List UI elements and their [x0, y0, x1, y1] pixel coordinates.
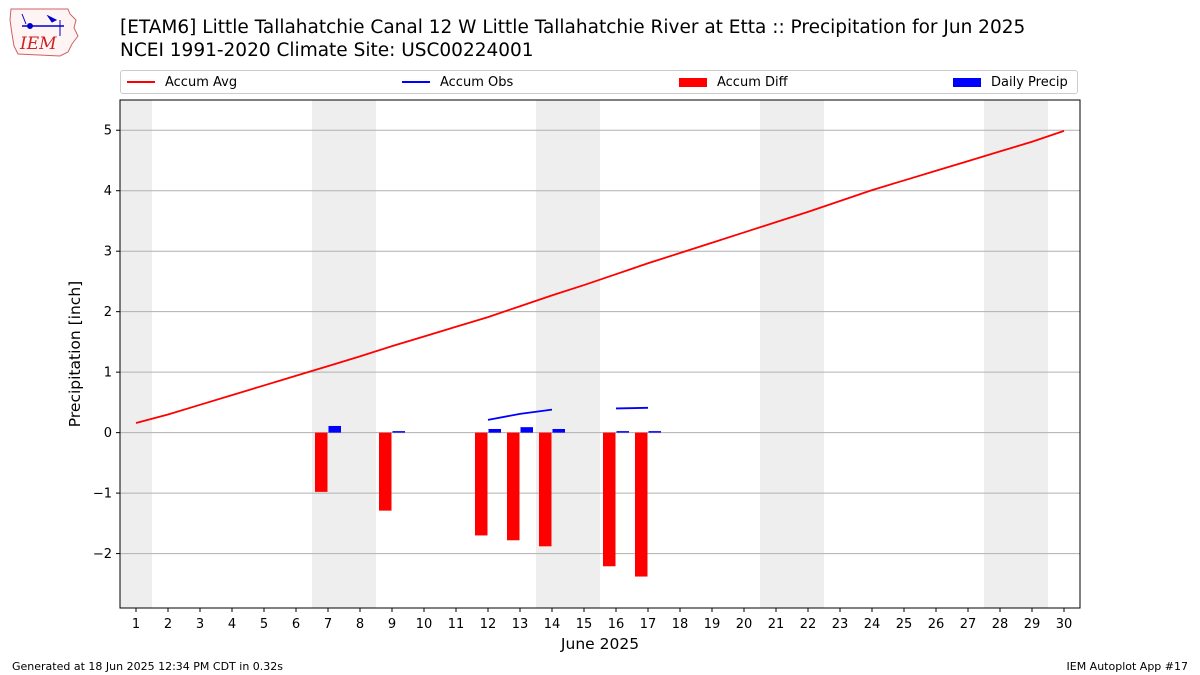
x-tick-label: 16: [608, 617, 625, 632]
legend-swatch: [402, 81, 430, 83]
accum-diff-bar: [635, 432, 648, 577]
x-tick-label: 30: [1056, 617, 1073, 632]
legend-swatch: [127, 81, 155, 83]
x-tick-label: 29: [1024, 617, 1041, 632]
legend-item-accum-diff: Accum Diff: [679, 71, 788, 93]
daily-precip-bar: [616, 431, 629, 433]
legend-label: Accum Obs: [440, 74, 514, 90]
generated-timestamp: Generated at 18 Jun 2025 12:34 PM CDT in…: [12, 660, 284, 673]
x-tick-label: 8: [356, 617, 364, 632]
daily-precip-bar: [488, 428, 501, 433]
app-credit: IEM Autoplot App #17: [1066, 660, 1189, 673]
x-tick-label: 1: [132, 617, 140, 632]
legend-item-accum-obs: Accum Obs: [402, 71, 513, 93]
x-tick-label: 27: [960, 617, 977, 632]
x-tick-label: 6: [292, 617, 300, 632]
y-tick-label: 1: [104, 366, 112, 381]
weather-station-icon: [21, 13, 64, 36]
x-tick-label: 25: [896, 617, 913, 632]
x-tick-label: 3: [196, 617, 204, 632]
x-tick-label: 17: [640, 617, 657, 632]
x-tick-label: 9: [388, 617, 396, 632]
x-axis-label: June 2025: [560, 635, 639, 653]
accum-obs-line: [615, 406, 649, 410]
legend-label: Daily Precip: [991, 74, 1068, 90]
daily-precip-bar: [328, 425, 341, 433]
weekend-shade: [120, 100, 152, 608]
legend: Accum Avg Accum Obs Accum Diff Daily Pre…: [120, 70, 1078, 94]
legend-label: Accum Avg: [165, 74, 238, 90]
y-tick-label: 4: [104, 184, 112, 199]
accum-diff-bar: [475, 432, 488, 536]
state-outline: [9, 8, 79, 57]
daily-precip-bar: [552, 428, 565, 433]
x-tick-label: 20: [736, 617, 753, 632]
chart-subtitle: NCEI 1991-2020 Climate Site: USC00224001: [120, 40, 534, 61]
x-tick-label: 24: [864, 617, 881, 632]
legend-item-daily-precip: Daily Precip: [953, 71, 1068, 93]
x-tick-label: 19: [704, 617, 721, 632]
accum-avg-line: [135, 129, 1065, 424]
y-tick-label: 2: [104, 305, 112, 320]
accum-diff-bar: [379, 432, 392, 511]
x-tick-label: 26: [928, 617, 945, 632]
y-axis-label: Precipitation [inch]: [66, 281, 84, 427]
accum-diff-bar: [507, 432, 520, 541]
x-tick-label: 23: [832, 617, 849, 632]
daily-precip-bar: [648, 431, 661, 433]
x-tick-label: 22: [800, 617, 817, 632]
chart-title: [ETAM6] Little Tallahatchie Canal 12 W L…: [120, 17, 1026, 38]
x-tick-label: 12: [480, 617, 497, 632]
accum-diff-bar: [603, 432, 616, 567]
x-tick-label: 4: [228, 617, 236, 632]
y-tick-label: 3: [104, 245, 112, 260]
y-tick-label: −1: [93, 487, 112, 502]
x-tick-label: 11: [448, 617, 465, 632]
weekend-shade: [760, 100, 824, 608]
x-tick-label: 10: [416, 617, 433, 632]
x-tick-label: 28: [992, 617, 1009, 632]
x-tick-label: 14: [544, 617, 561, 632]
x-tick-label: 13: [512, 617, 529, 632]
daily-precip-bar: [392, 431, 405, 433]
x-tick-label: 5: [260, 617, 268, 632]
daily-precip-bar: [520, 427, 533, 433]
accum-diff-bar: [539, 432, 552, 547]
legend-swatch: [679, 77, 707, 87]
logo-text: IEM: [19, 34, 57, 54]
y-tick-label: 5: [104, 124, 112, 139]
x-tick-label: 18: [672, 617, 689, 632]
x-tick-label: 15: [576, 617, 593, 632]
accum-obs-line: [487, 408, 553, 421]
x-tick-label: 21: [768, 617, 785, 632]
plot-frame: [119, 99, 1081, 609]
iem-logo: IEM: [9, 8, 79, 57]
legend-swatch: [953, 77, 981, 87]
legend-item-accum-avg: Accum Avg: [127, 71, 237, 93]
y-tick-label: 0: [104, 426, 112, 441]
x-tick-label: 2: [164, 617, 172, 632]
x-tick-label: 7: [324, 617, 332, 632]
legend-label: Accum Diff: [717, 74, 788, 90]
y-tick-label: −2: [93, 547, 112, 562]
accum-diff-bar: [315, 432, 328, 492]
weekend-shade: [984, 100, 1048, 608]
